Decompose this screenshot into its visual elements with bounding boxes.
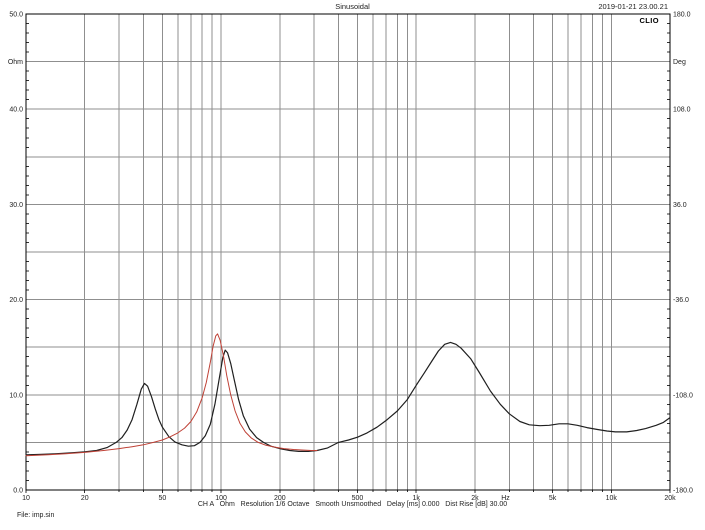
svg-text:20k: 20k	[664, 495, 676, 502]
svg-text:50.0: 50.0	[9, 12, 23, 19]
svg-text:180.0: 180.0	[673, 12, 691, 19]
svg-text:200: 200	[274, 495, 286, 502]
svg-text:0.0: 0.0	[13, 488, 23, 495]
svg-text:Ohm: Ohm	[8, 59, 23, 66]
axis-labels: 50.0 40.0 30.0 20.0 10.0 0.0 Ohm 180.0 108.0 36.0…	[8, 12, 693, 503]
svg-text:108.0: 108.0	[673, 107, 691, 114]
plot-border	[25, 13, 671, 491]
svg-text:5k: 5k	[549, 495, 557, 502]
svg-text:36.0: 36.0	[673, 202, 687, 209]
clio-logo: CLIO	[639, 16, 659, 25]
svg-text:100: 100	[215, 495, 227, 502]
svg-text:2k: 2k	[471, 495, 479, 502]
svg-text:50: 50	[158, 495, 166, 502]
svg-text:500: 500	[352, 495, 364, 502]
grid-lines	[26, 14, 670, 490]
axis-minor-ticks	[25, 23, 671, 493]
timestamp: 2019-01-21 23.00.21	[598, 2, 668, 11]
svg-text:1k: 1k	[412, 495, 420, 502]
curve-impedance-magnitude-black	[25, 341, 671, 456]
file-name-label: File: imp.sin	[17, 512, 55, 519]
curve-impedance-magnitude-red	[25, 333, 318, 457]
measurement-title: Sinusoidal	[335, 2, 370, 11]
svg-text:20.0: 20.0	[9, 297, 23, 304]
measurement-settings-bar: CH A Ohm Resolution 1/6 Octave Smooth Un…	[197, 501, 508, 508]
svg-text:30.0: 30.0	[9, 202, 23, 209]
svg-text:-36.0: -36.0	[673, 297, 689, 304]
svg-text:Hz: Hz	[501, 495, 510, 502]
svg-text:-108.0: -108.0	[673, 392, 693, 399]
svg-text:10.0: 10.0	[9, 392, 23, 399]
svg-text:40.0: 40.0	[9, 107, 23, 114]
svg-text:10: 10	[22, 495, 30, 502]
svg-text:Deg: Deg	[673, 59, 686, 66]
svg-text:-180.0: -180.0	[673, 488, 693, 495]
svg-text:10k: 10k	[606, 495, 618, 502]
svg-text:20: 20	[81, 495, 89, 502]
